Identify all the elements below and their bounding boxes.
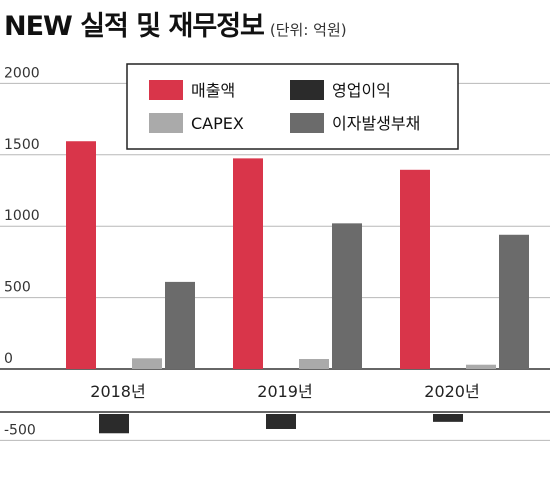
legend-swatch-2	[290, 80, 324, 100]
bar-1-1	[66, 141, 96, 369]
legend-swatch-3	[149, 113, 183, 133]
bar-4-3	[499, 234, 529, 369]
bar-4-1	[165, 281, 195, 369]
legend-label-1: 매출액	[191, 81, 235, 100]
bar-2-2	[266, 414, 296, 429]
x-category-label: 2018년	[90, 382, 145, 401]
chart-title: NEW 실적 및 재무정보	[4, 11, 265, 42]
y-tick-label: 500	[4, 280, 31, 296]
title-block: NEW 실적 및 재무정보 (단위: 억원)	[4, 4, 347, 43]
bars-layer	[66, 141, 529, 434]
x-category-label: 2019년	[257, 382, 312, 401]
legend-box	[126, 63, 459, 150]
legend-label-4: 이자발생부채	[332, 114, 420, 133]
y-tick-label: 0	[4, 351, 13, 367]
bar-3-1	[132, 358, 162, 369]
y-tick-label: 1500	[4, 137, 40, 153]
chart-subtitle: (단위: 억원)	[269, 21, 347, 39]
x-category-labels: 2018년 2019년 2020년	[90, 382, 479, 401]
bar-3-3	[466, 364, 496, 369]
legend-label-2: 영업이익	[332, 81, 391, 100]
y-tick-label: 2000	[4, 65, 40, 81]
bar-2-3	[433, 414, 463, 422]
legend-swatch-1	[149, 80, 183, 100]
x-category-label: 2020년	[424, 382, 479, 401]
y-tick-labels: 2000 1500 1000 500 0 -500	[4, 65, 40, 438]
legend-swatch-4	[290, 113, 324, 133]
bar-4-2	[332, 223, 362, 369]
bar-2-1	[99, 414, 129, 434]
y-tick-label: -500	[4, 422, 36, 438]
bar-3-2	[299, 359, 329, 369]
legend: 매출액 영업이익 CAPEX 이자발생부채	[126, 63, 459, 150]
y-tick-label: 1000	[4, 208, 40, 224]
bar-1-3	[400, 169, 430, 369]
bar-1-2	[233, 158, 263, 369]
legend-label-3: CAPEX	[191, 114, 244, 133]
